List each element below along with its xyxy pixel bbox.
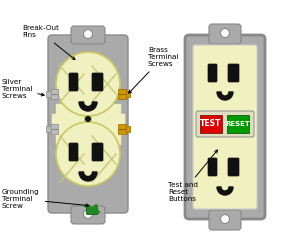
FancyBboxPatch shape bbox=[228, 64, 239, 82]
Bar bbox=[200, 115, 222, 133]
Bar bbox=[52, 114, 124, 134]
FancyBboxPatch shape bbox=[208, 64, 217, 82]
FancyBboxPatch shape bbox=[92, 73, 103, 91]
Circle shape bbox=[220, 28, 230, 38]
FancyBboxPatch shape bbox=[209, 24, 241, 44]
Wedge shape bbox=[217, 187, 233, 195]
FancyBboxPatch shape bbox=[208, 158, 217, 176]
Text: RESET: RESET bbox=[226, 121, 250, 127]
Bar bbox=[124, 91, 130, 97]
Bar bbox=[56, 104, 120, 144]
Bar bbox=[118, 89, 126, 99]
Bar bbox=[46, 126, 51, 132]
Circle shape bbox=[83, 29, 92, 39]
Circle shape bbox=[56, 122, 120, 186]
FancyBboxPatch shape bbox=[86, 207, 98, 214]
Bar bbox=[50, 89, 58, 99]
Circle shape bbox=[85, 116, 92, 123]
Text: Break-Out
Fins: Break-Out Fins bbox=[22, 25, 75, 60]
Circle shape bbox=[56, 52, 120, 116]
FancyBboxPatch shape bbox=[48, 35, 128, 213]
Text: Grounding
Terminal
Screw: Grounding Terminal Screw bbox=[2, 189, 89, 209]
Text: Test and
Reset
Buttons: Test and Reset Buttons bbox=[168, 150, 218, 202]
FancyBboxPatch shape bbox=[92, 143, 103, 161]
Wedge shape bbox=[217, 92, 233, 100]
FancyBboxPatch shape bbox=[71, 206, 105, 224]
Wedge shape bbox=[79, 172, 97, 181]
Bar bbox=[227, 115, 249, 133]
Wedge shape bbox=[79, 102, 97, 111]
Circle shape bbox=[220, 214, 230, 224]
Circle shape bbox=[83, 209, 92, 219]
FancyBboxPatch shape bbox=[185, 35, 265, 219]
FancyBboxPatch shape bbox=[69, 143, 78, 161]
FancyBboxPatch shape bbox=[193, 45, 257, 209]
Bar bbox=[50, 124, 58, 134]
FancyBboxPatch shape bbox=[228, 158, 239, 176]
FancyBboxPatch shape bbox=[196, 111, 254, 137]
Bar bbox=[46, 91, 51, 97]
Bar bbox=[118, 124, 126, 134]
Text: Silver
Terminal
Screws: Silver Terminal Screws bbox=[2, 79, 44, 99]
FancyBboxPatch shape bbox=[69, 73, 78, 91]
Text: Brass
Terminal
Screws: Brass Terminal Screws bbox=[129, 47, 178, 93]
FancyBboxPatch shape bbox=[209, 210, 241, 230]
FancyBboxPatch shape bbox=[71, 26, 105, 44]
Bar bbox=[124, 126, 130, 132]
Text: TEST: TEST bbox=[200, 120, 222, 128]
